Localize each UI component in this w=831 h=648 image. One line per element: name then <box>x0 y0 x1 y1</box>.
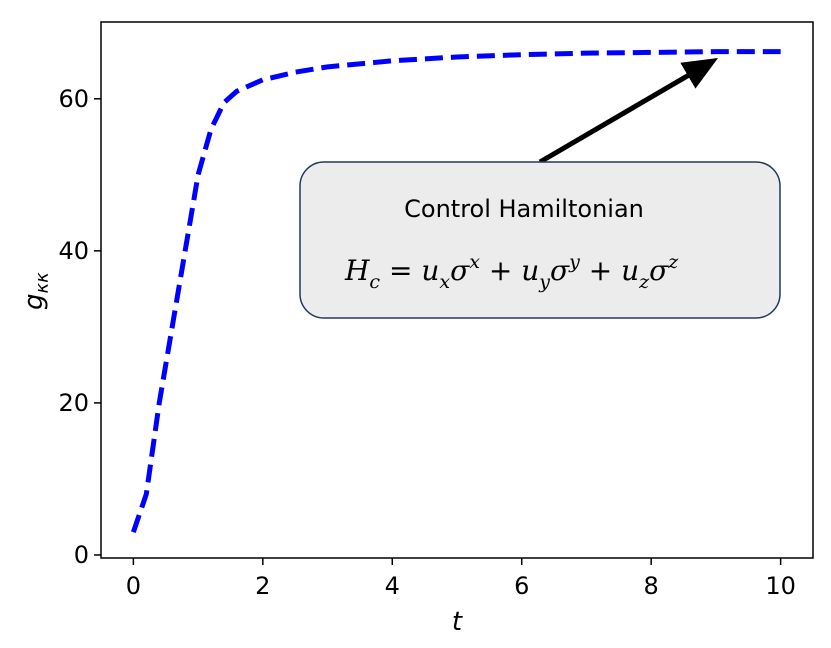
y-tick-label: 60 <box>58 85 89 113</box>
formula-part: x <box>439 271 450 293</box>
formula-part: y <box>538 271 550 293</box>
formula-part: = u <box>380 254 439 287</box>
data-line <box>130 49 781 533</box>
formula-part: σ <box>649 254 669 287</box>
plot-frame <box>100 21 814 559</box>
formula-part: σ <box>550 254 570 287</box>
y-axis-label-sub: κκ <box>32 272 53 294</box>
annotation-box <box>299 161 781 319</box>
x-tick-label: 8 <box>644 572 659 600</box>
x-tick-label: 2 <box>255 572 270 600</box>
formula-part: z <box>667 251 679 273</box>
x-tick-label: 10 <box>765 572 796 600</box>
x-tick-label: 6 <box>514 572 529 600</box>
y-axis-label: gκκ <box>19 272 53 310</box>
formula-part: H <box>344 254 370 287</box>
formula-part: + u <box>480 254 539 287</box>
x-tick-label: 4 <box>385 572 400 600</box>
formula-part: σ <box>450 254 470 287</box>
formula-part: z <box>638 271 650 293</box>
annotation-text: Control Hamiltonian <box>404 195 644 223</box>
formula-part: + u <box>580 254 639 287</box>
annotation-formula: Hc = uxσx + uyσy + uzσz <box>344 251 679 293</box>
formula-part: x <box>469 251 480 273</box>
y-tick-label: 40 <box>58 237 89 265</box>
formula-part: c <box>369 271 380 293</box>
formula-part: y <box>568 251 580 273</box>
x-tick-label: 0 <box>126 572 141 600</box>
x-axis-label: t <box>452 607 463 637</box>
y-axis-label-main: g <box>19 293 49 310</box>
y-tick-label: 20 <box>58 389 89 417</box>
annotation-arrow <box>538 58 719 165</box>
y-tick-label: 0 <box>74 541 89 569</box>
